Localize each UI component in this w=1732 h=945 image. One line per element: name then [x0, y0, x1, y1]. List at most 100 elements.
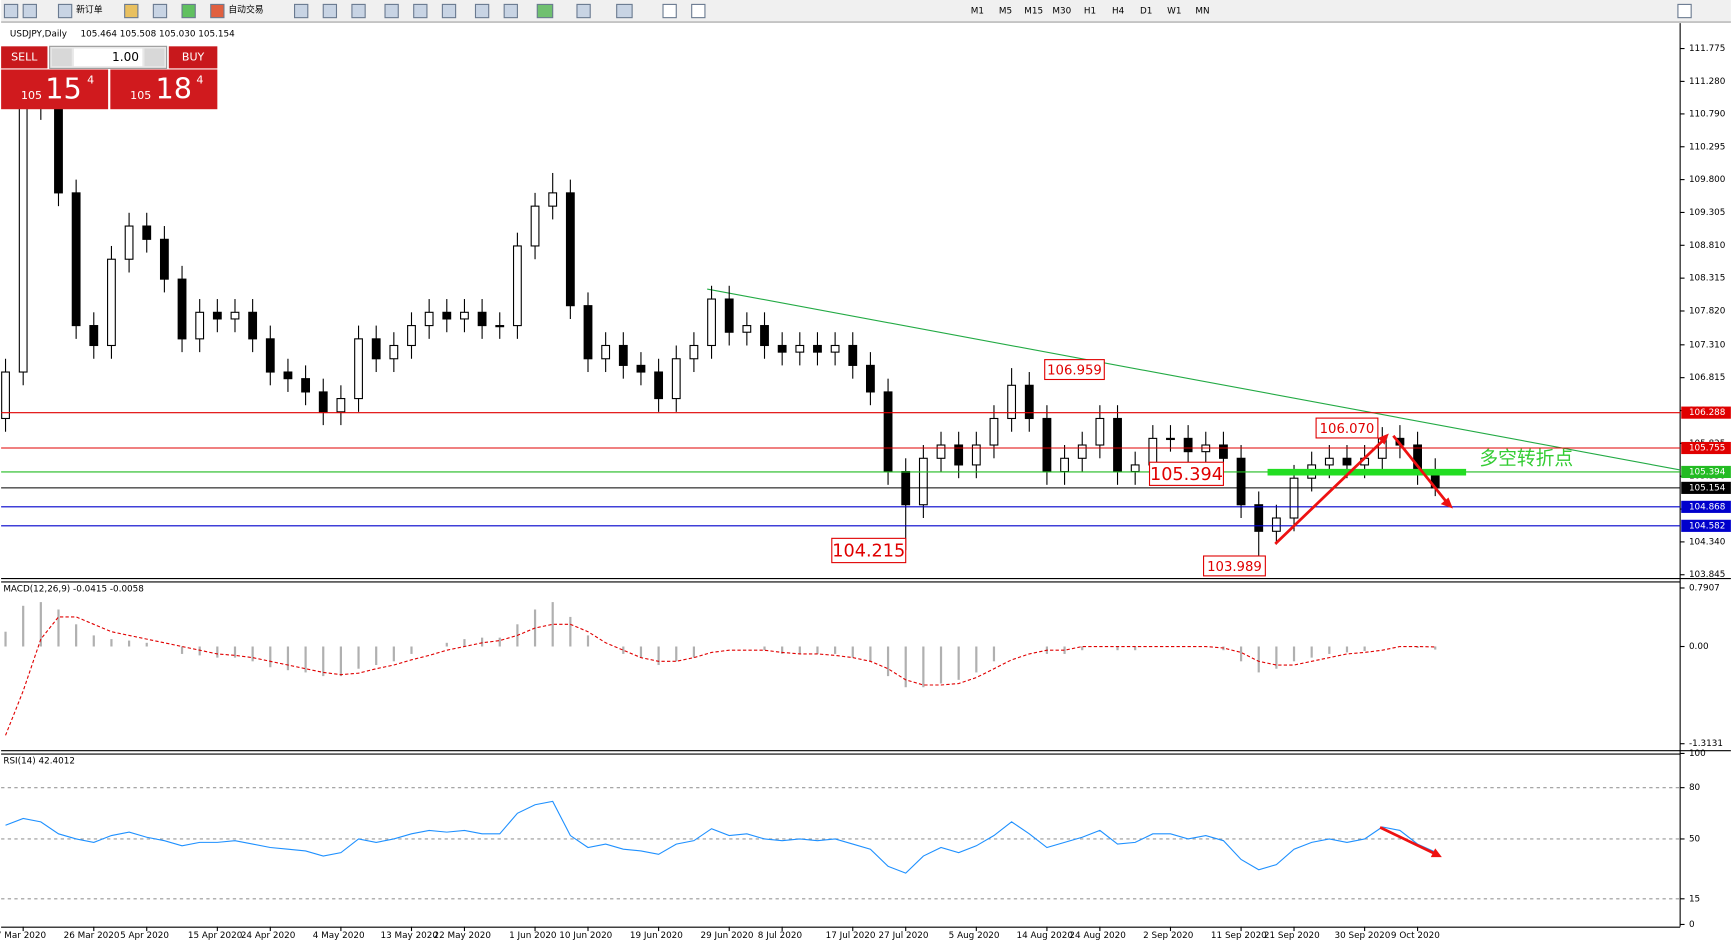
- lots-down[interactable]: [51, 48, 72, 67]
- y-tick-label: -1.3131: [1689, 739, 1723, 749]
- symbol-quote: 105.464 105.508 105.030 105.154: [81, 30, 236, 40]
- candle-body: [460, 311, 469, 320]
- y-tick-label: 108.315: [1689, 274, 1725, 284]
- level-tag: [1681, 441, 1731, 455]
- symbol-title: USDJPY,Daily: [10, 30, 67, 40]
- timeframe-button[interactable]: H4: [1112, 7, 1125, 17]
- timeframe-button[interactable]: W1: [1167, 7, 1181, 17]
- rsi-arrow: [1379, 826, 1436, 856]
- new-order-button[interactable]: 新订单: [76, 3, 103, 15]
- price-callout-box: [1044, 359, 1105, 381]
- candle-body: [1, 371, 10, 420]
- x-tick-label: 10 Jun 2020: [559, 931, 612, 941]
- bid-box[interactable]: [1, 69, 109, 110]
- candle-body: [530, 205, 540, 247]
- candle-body: [866, 364, 875, 393]
- x-tick-label: 19 Jun 2020: [630, 931, 683, 941]
- ask-box[interactable]: [110, 69, 218, 110]
- price-callout-box: [1315, 417, 1379, 439]
- level-tag: [1681, 500, 1731, 513]
- ask-big: 105: [130, 89, 151, 102]
- toolbar: [1, 0, 1731, 23]
- timeframe-button[interactable]: M30: [1052, 7, 1071, 17]
- x-tick-label: 27 Jul 2020: [879, 931, 929, 941]
- candle-body: [813, 344, 822, 353]
- level-label: 105.154: [1689, 483, 1726, 493]
- candle-body: [336, 398, 346, 413]
- bid-fraction: 4: [87, 74, 94, 87]
- candle-body: [1254, 504, 1264, 532]
- rsi-title: RSI(14) 42.4012: [3, 757, 75, 767]
- y-tick-label: 110.790: [1689, 109, 1726, 119]
- candle-body: [1113, 417, 1122, 473]
- lots-value: 1.00: [112, 50, 139, 64]
- candle-body: [724, 298, 734, 333]
- y-tick-label: 109.305: [1689, 208, 1725, 218]
- macd-title: MACD(12,26,9) -0.0415 -0.0058: [3, 585, 144, 595]
- candle-body: [1271, 517, 1281, 532]
- sell-button[interactable]: [1, 46, 48, 69]
- buy-button[interactable]: [168, 46, 218, 69]
- signal-line: [5, 616, 1436, 736]
- timeframe-button[interactable]: MN: [1195, 7, 1209, 17]
- candle-body: [477, 311, 487, 327]
- candle-body: [212, 311, 222, 320]
- pivot-note: 多空转折点: [1479, 447, 1573, 469]
- candle-body: [1077, 444, 1087, 459]
- x-tick-label: 11 Sep 2020: [1211, 931, 1267, 941]
- candle-body: [954, 444, 964, 466]
- price-callout: 106.070: [1320, 422, 1375, 437]
- timeframe-button[interactable]: M15: [1024, 7, 1043, 17]
- y-tick-label: 50: [1689, 834, 1701, 844]
- candle-body: [495, 325, 505, 328]
- toolbar-icons: [3, 3, 1692, 19]
- candle-body: [1342, 457, 1352, 466]
- candle-body: [354, 338, 363, 400]
- level-tag: [1681, 406, 1731, 419]
- y-tick-label: 107.820: [1689, 306, 1726, 316]
- candle-body: [177, 278, 187, 340]
- candle-body: [618, 344, 628, 366]
- y-tick-label: 109.800: [1689, 175, 1726, 185]
- level-tag: [1681, 519, 1731, 532]
- y-tick-label: 108.810: [1689, 241, 1726, 251]
- timeframe-button[interactable]: D1: [1140, 7, 1152, 17]
- timeframe-button[interactable]: M1: [971, 7, 984, 17]
- rsi-line: [5, 800, 1436, 874]
- candle-body: [248, 311, 258, 340]
- x-tick-label: 5 Aug 2020: [949, 931, 1000, 941]
- auto-trading-button[interactable]: 自动交易: [228, 3, 263, 15]
- candle-body: [1060, 457, 1069, 473]
- x-tick-label: 30 Sep 2020: [1334, 931, 1390, 941]
- y-tick-label: 0: [1689, 920, 1695, 930]
- y-tick-label: 111.280: [1689, 77, 1726, 87]
- x-tick-label: 22 May 2020: [434, 931, 492, 941]
- y-tick-label: 111.775: [1689, 44, 1725, 54]
- candle-body: [760, 325, 769, 347]
- candle-body: [583, 305, 593, 360]
- level-label: 104.868: [1689, 502, 1725, 512]
- price-callout: 105.394: [1150, 465, 1223, 485]
- sell-label: SELL: [11, 50, 38, 63]
- candle-body: [689, 344, 699, 360]
- candle-body: [848, 344, 858, 366]
- candle-body: [636, 364, 646, 373]
- candle-body: [1148, 437, 1158, 466]
- candle-body: [1236, 457, 1246, 506]
- buy-label: BUY: [182, 50, 205, 63]
- chart-area: [1, 23, 1681, 942]
- y-tick-label: 100: [1689, 749, 1706, 759]
- timeframe-button[interactable]: H1: [1084, 7, 1096, 17]
- lots-input[interactable]: [73, 48, 143, 67]
- x-tick-label: 9 Oct 2020: [1391, 931, 1440, 941]
- candle-body: [89, 325, 99, 347]
- y-tick-label: 80: [1689, 783, 1701, 793]
- lots-up[interactable]: [144, 48, 165, 67]
- y-tick-label: 0.7907: [1689, 583, 1720, 593]
- candle-body: [707, 298, 716, 347]
- timeframe-button[interactable]: M5: [999, 7, 1012, 17]
- candle-body: [230, 311, 240, 320]
- price-callout-box: [831, 537, 907, 564]
- candle-body: [265, 338, 275, 373]
- overlay: 多空转折点 106.288 105.755 105.394 105.154 104.86…: [831, 359, 1731, 858]
